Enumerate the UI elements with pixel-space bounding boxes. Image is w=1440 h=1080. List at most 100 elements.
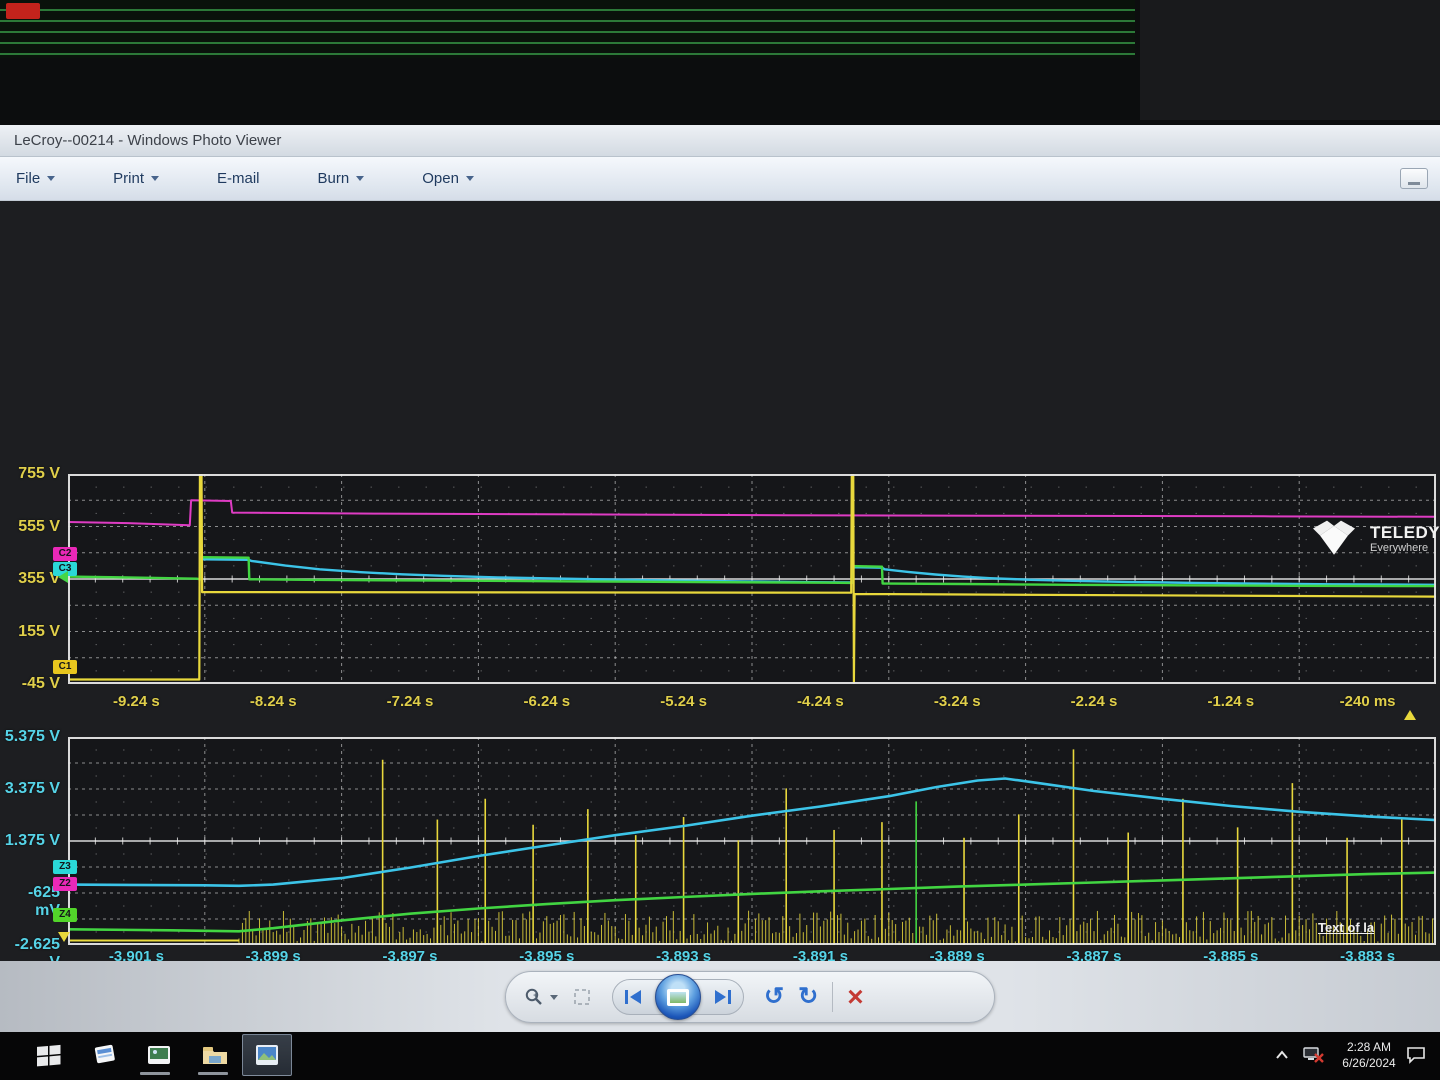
zoom-button[interactable]: + [524, 987, 558, 1007]
logo-tagline: Everywhere [1370, 542, 1429, 554]
x-tick-label: -3.883 s [1340, 948, 1396, 961]
menu-burn-label: Burn [317, 170, 350, 187]
next-button[interactable] [713, 989, 733, 1005]
trigger-time-marker-icon [1404, 710, 1416, 720]
monitor-top-bezel [0, 0, 1440, 125]
menu-open-label: Open [422, 170, 459, 187]
menu-email[interactable]: E-mail [211, 166, 266, 191]
photo-canvas[interactable]: 755 V 555 V 355 V 155 V -45 V -9.24 s -8.24 s… [0, 201, 1440, 961]
menu-open[interactable]: Open [416, 166, 480, 191]
x-tick-label: -240 ms [1339, 693, 1396, 710]
scope-grid-main [68, 474, 1436, 684]
x-tick-label: -3.885 s [1203, 948, 1259, 961]
window-title: LeCroy--00214 - Windows Photo Viewer [14, 132, 282, 149]
previous-icon [625, 990, 641, 1004]
menu-email-label: E-mail [217, 170, 260, 187]
taskbar-photo-viewer-active[interactable] [242, 1034, 292, 1076]
scope-grid-zoom [68, 737, 1436, 945]
play-slideshow-button[interactable] [655, 974, 701, 1020]
y-tick-label: 155 V [18, 622, 60, 640]
chevron-up-icon [1276, 1050, 1288, 1059]
delete-button[interactable]: × [847, 981, 864, 1012]
rotate-cw-button[interactable]: ↻ [798, 983, 819, 1010]
slideshow-icon [667, 988, 689, 1006]
tray-expand-chevron[interactable] [1270, 1040, 1294, 1070]
y-tick-label: -625 mV [27, 884, 60, 919]
y-tick-label: 3.375 V [4, 780, 60, 797]
x-tick-label: -3.897 s [382, 948, 438, 961]
taskbar-app-mail[interactable] [88, 1040, 122, 1070]
svg-text:+: + [533, 993, 537, 1000]
dropdown-arrow-icon [151, 176, 160, 181]
y-tick-label: 5.375 V [4, 728, 60, 745]
x-tick-label: -3.891 s [792, 948, 848, 961]
dropdown-arrow-icon [47, 176, 56, 181]
trace-tag-z3: Z3 [53, 860, 77, 874]
photo-viewer-icon [256, 1045, 278, 1065]
next-icon [715, 990, 731, 1004]
magnifier-icon: + [525, 988, 542, 1005]
trace-tag-z2: Z2 [53, 877, 77, 891]
viewer-control-bar: + [505, 971, 995, 1023]
trace-tag-c1: C1 [53, 660, 77, 674]
taskbar-file-explorer[interactable] [198, 1040, 232, 1070]
x-tick-label: -3.893 s [656, 948, 712, 961]
y-tick-label: 1.375 V [4, 832, 60, 849]
fit-to-window-icon [574, 989, 590, 1005]
folder-icon [203, 1047, 227, 1064]
x-tick-label: -5.24 s [660, 693, 707, 710]
z1-level-arrow-icon [58, 932, 70, 942]
teledyne-logo-icon [1313, 520, 1355, 555]
x-tick-label: -1.24 s [1207, 693, 1255, 710]
x-tick-label: -8.24 s [249, 693, 297, 710]
dropdown-arrow-icon [465, 176, 474, 181]
y-tick-label: -45 V [21, 675, 60, 692]
trace-tag-c2: C2 [53, 547, 77, 561]
menu-print-label: Print [113, 170, 145, 187]
x-tick-label: -6.24 s [523, 693, 571, 710]
photos-app-icon [148, 1046, 170, 1064]
x-tick-label: -3.889 s [929, 948, 985, 961]
c4-level-arrow-icon [58, 571, 68, 583]
rotate-ccw-button[interactable]: ↺ [764, 983, 785, 1010]
action-center-button[interactable] [1402, 1040, 1430, 1070]
tray-clock[interactable]: 2:28 AM 6/26/2024 [1336, 1039, 1402, 1071]
bezel-corner [1140, 0, 1440, 120]
y-tick-label: 755 V [18, 465, 60, 482]
tray-network-icon[interactable] [1300, 1040, 1328, 1070]
windows-logo-icon [37, 1044, 61, 1067]
dropdown-arrow-icon [550, 994, 558, 1000]
x-tick-label: -3.887 s [1066, 948, 1122, 961]
start-button[interactable] [32, 1040, 66, 1070]
notification-bubble-icon [1407, 1047, 1425, 1064]
x-tick-label: -3.901 s [108, 948, 164, 961]
window-titlebar: LeCroy--00214 - Windows Photo Viewer [0, 125, 1440, 157]
minimize-button[interactable] [1400, 168, 1428, 189]
chart-annotation-label: Text of la [1318, 920, 1375, 935]
x-tick-label: -4.24 s [797, 693, 844, 710]
windows-taskbar: 2:28 AM 6/26/2024 [0, 1032, 1440, 1080]
y-tick-label: 555 V [18, 517, 60, 535]
x-tick-label: -3.899 s [245, 948, 301, 961]
menu-burn[interactable]: Burn [312, 166, 371, 191]
previous-button[interactable] [623, 989, 643, 1005]
x-tick-label: -2.24 s [1070, 693, 1118, 710]
menu-print[interactable]: Print [107, 166, 165, 191]
menu-file-label: File [16, 170, 41, 187]
y-tick-label: -2.625 V [14, 936, 60, 961]
taskbar-app-photos[interactable] [142, 1040, 176, 1070]
x-tick-label: -9.24 s [113, 693, 160, 710]
navigation-group [612, 974, 744, 1020]
menu-bar: File Print E-mail Burn Open [0, 157, 1440, 201]
screen-edge-stripes [0, 0, 1135, 58]
x-tick-label: -3.895 s [519, 948, 575, 961]
x-tick-label: -3.24 s [933, 693, 981, 710]
dropdown-arrow-icon [356, 176, 365, 181]
actual-size-button[interactable] [572, 987, 592, 1007]
running-indicator [198, 1072, 228, 1075]
logo-text: TELEDYNE [1370, 523, 1440, 542]
menu-file[interactable]: File [10, 166, 61, 191]
clock-time: 2:28 AM [1346, 1040, 1392, 1054]
divider [832, 982, 834, 1012]
